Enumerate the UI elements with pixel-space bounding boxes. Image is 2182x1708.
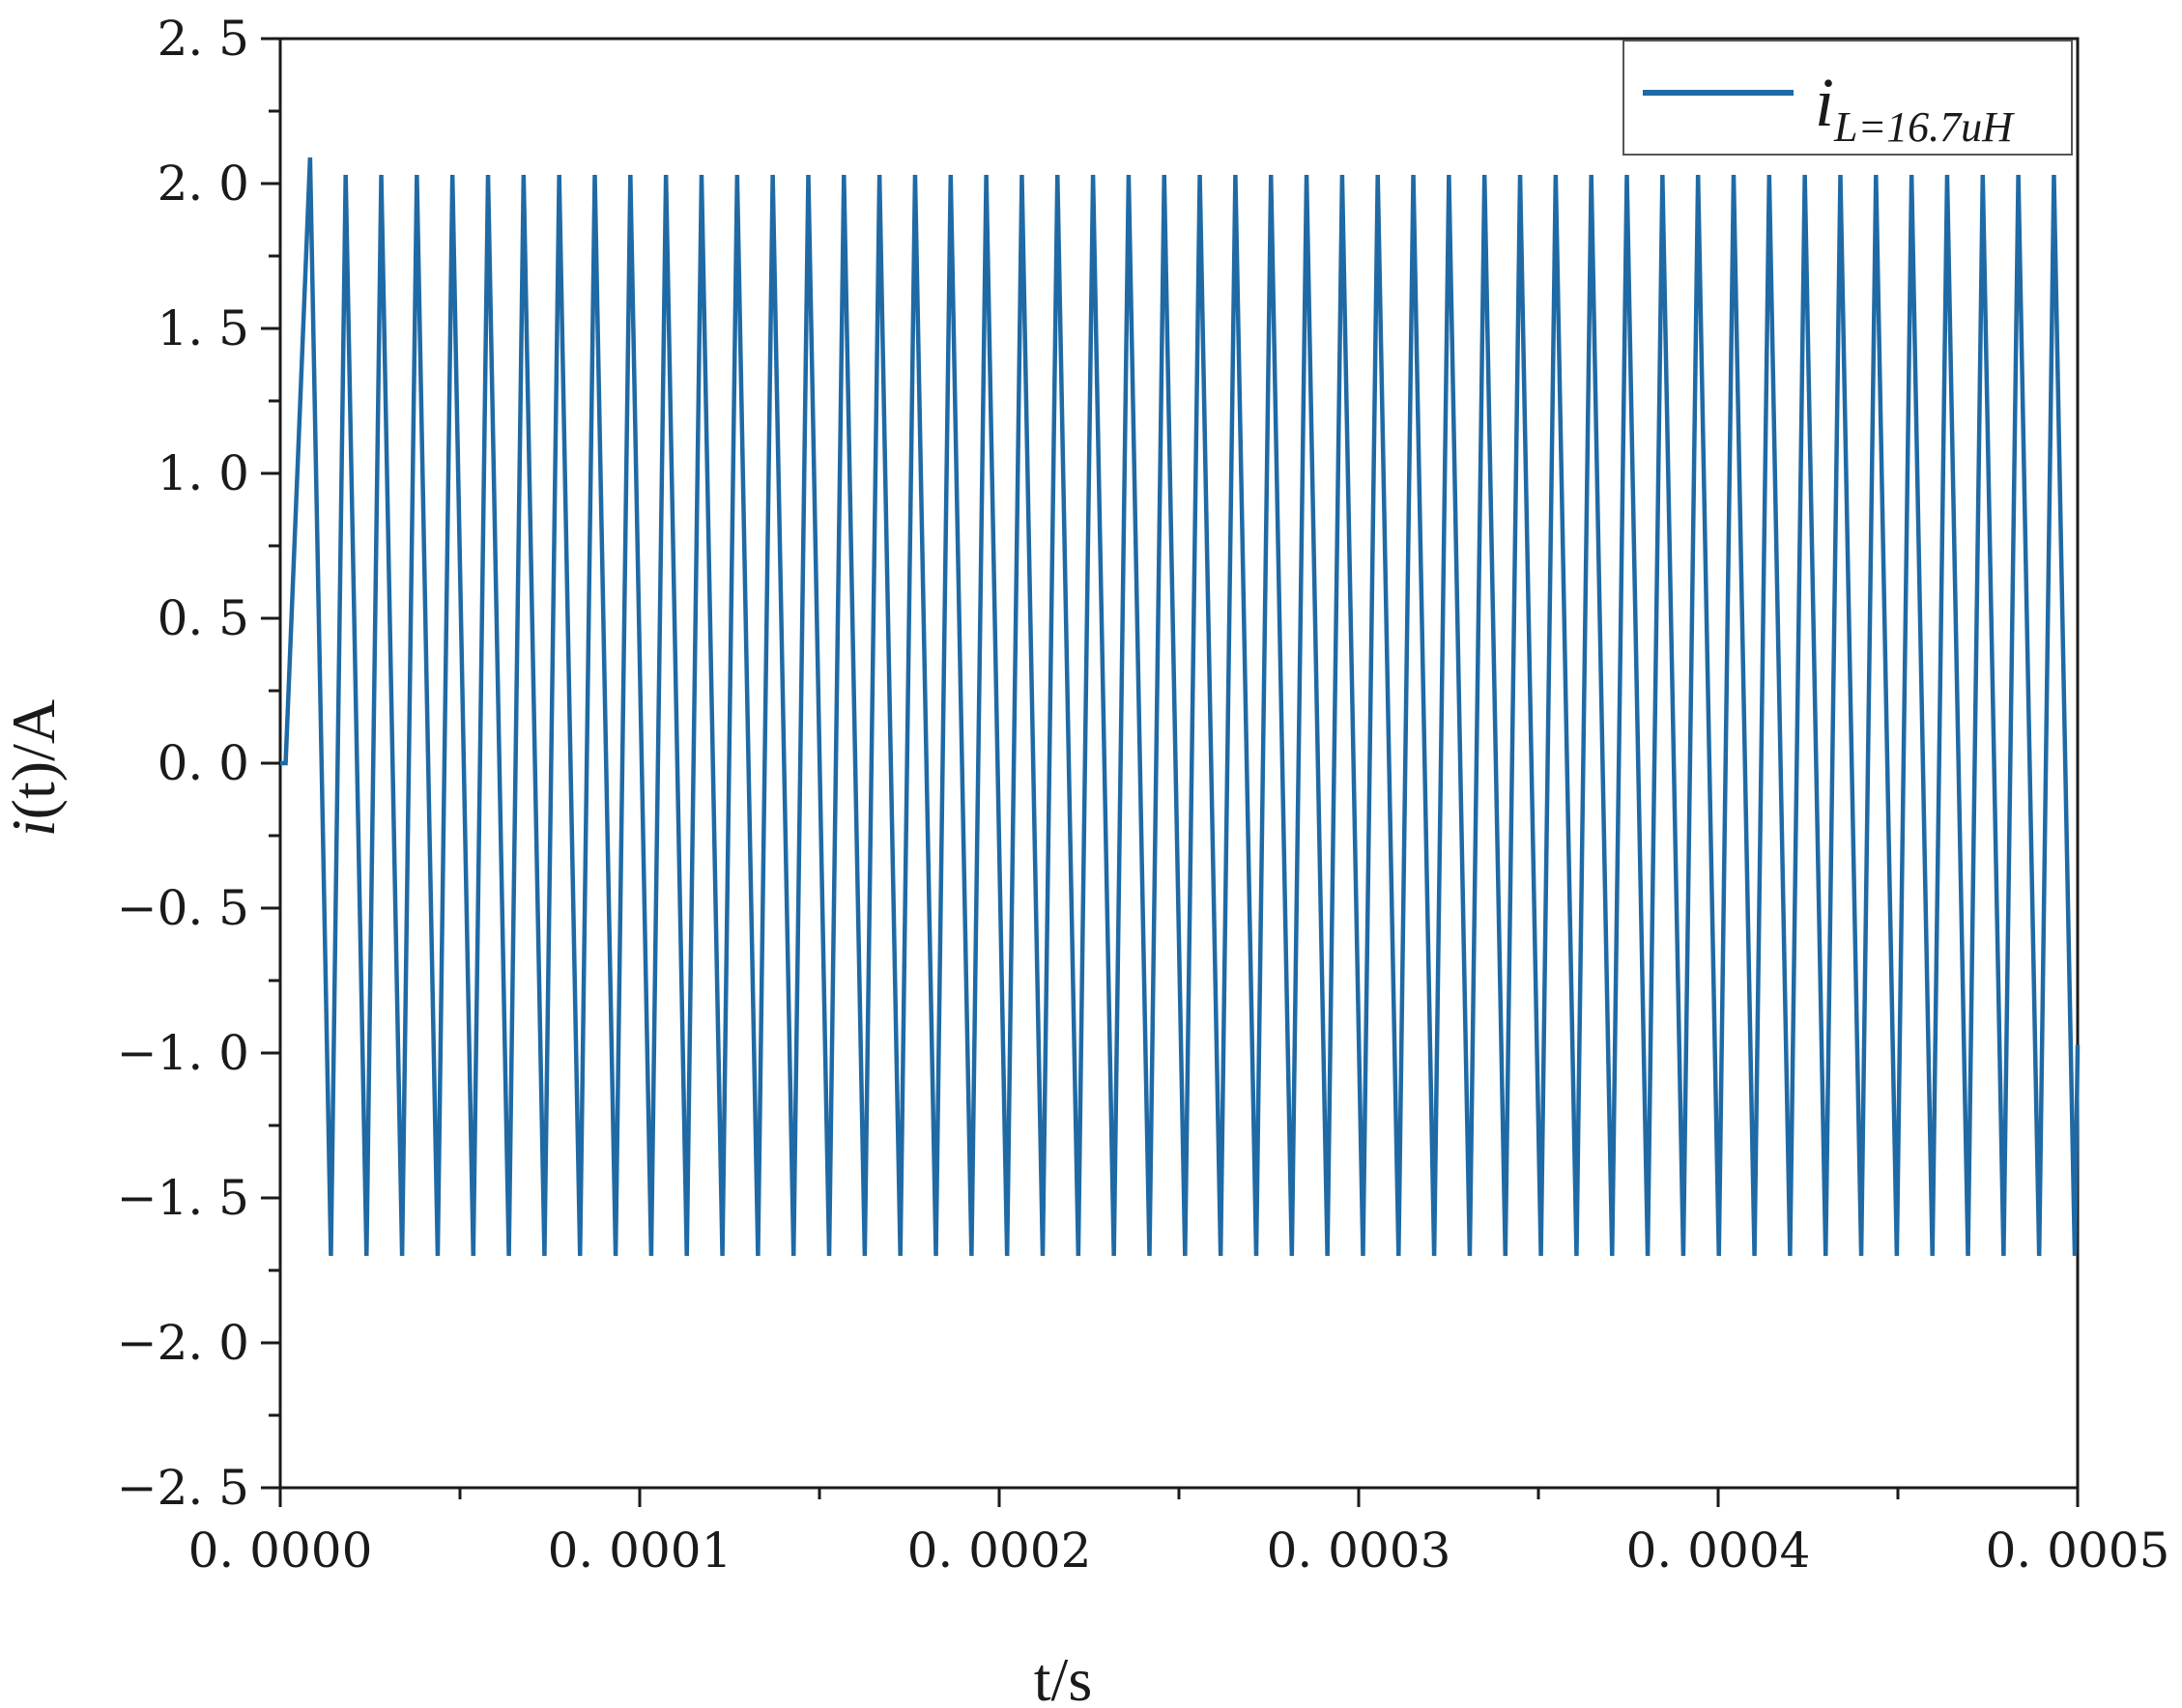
series-line-il bbox=[280, 157, 2081, 1257]
legend: iL=16.7uH bbox=[1622, 40, 2073, 156]
y-tick-label: 2. 5 bbox=[158, 11, 249, 67]
y-tick-label: −1. 5 bbox=[117, 1170, 249, 1226]
x-tick-label: 0. 0000 bbox=[188, 1523, 373, 1579]
y-axis-title-italic: i bbox=[0, 819, 68, 837]
legend-box bbox=[1622, 40, 2073, 156]
y-tick-label: 2. 0 bbox=[158, 156, 249, 212]
legend-label-subscript: L=16.7uH bbox=[1833, 103, 2015, 151]
y-tick-label: −2. 5 bbox=[117, 1460, 249, 1516]
x-tick-label: 0. 0004 bbox=[1626, 1523, 1811, 1579]
y-axis: −2. 5 −2. 0 −1. 5 −1. 0 −0. 5 0. 0 0. 5 1. 0 1. … bbox=[117, 11, 280, 1516]
x-tick-label: 0. 0005 bbox=[1986, 1523, 2170, 1579]
x-axis: 0. 0000 0. 0001 0. 0002 0. 0003 0. 0004 0. 00… bbox=[188, 1488, 2170, 1579]
y-tick-label: 1. 5 bbox=[158, 300, 249, 356]
y-tick-label: 1. 0 bbox=[158, 445, 249, 501]
y-tick-label: 0. 5 bbox=[158, 590, 249, 646]
y-axis-title-rest: (t)/A bbox=[0, 699, 68, 819]
y-tick-label: −1. 0 bbox=[117, 1025, 249, 1081]
series-layer bbox=[280, 157, 2081, 1257]
x-tick-label: 0. 0003 bbox=[1267, 1523, 1451, 1579]
y-axis-title: i(t)/A bbox=[0, 699, 68, 837]
x-tick-label: 0. 0002 bbox=[907, 1523, 1092, 1579]
y-tick-label: 0. 0 bbox=[158, 735, 249, 791]
y-tick-label: −2. 0 bbox=[117, 1315, 249, 1371]
x-tick-label: 0. 0001 bbox=[548, 1523, 732, 1579]
legend-label: iL=16.7uH bbox=[1815, 64, 2015, 151]
x-axis-title: t/s bbox=[1034, 1645, 1092, 1708]
legend-label-main: i bbox=[1815, 64, 1834, 141]
y-tick-label: −0. 5 bbox=[117, 880, 249, 936]
